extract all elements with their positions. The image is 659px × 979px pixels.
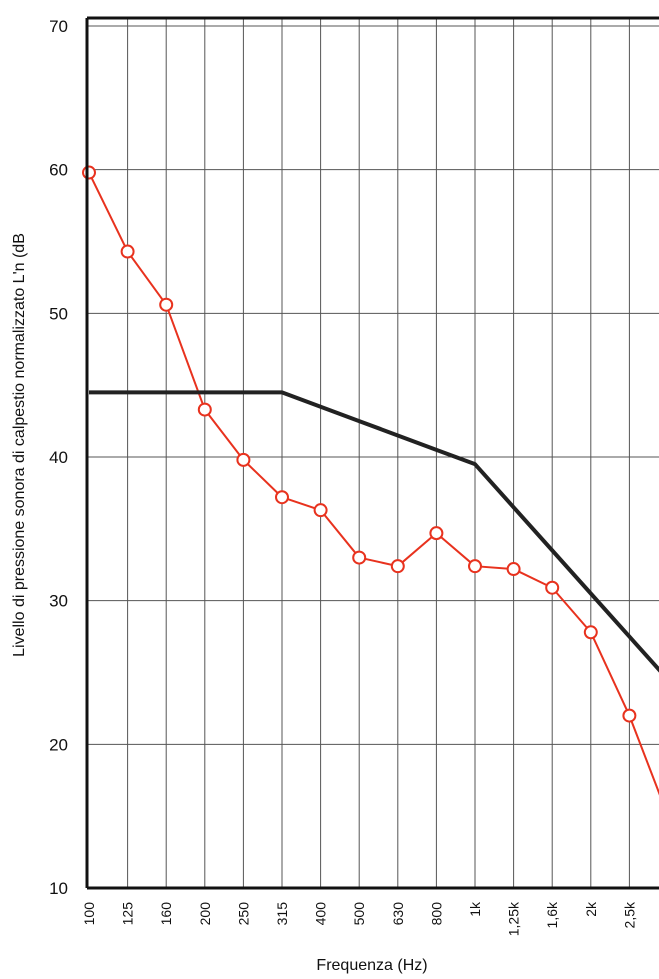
data-point: [622, 708, 637, 723]
data-point: [159, 297, 174, 312]
x-tick-label: 315: [274, 902, 290, 926]
x-tick-label: 1k: [467, 901, 483, 917]
x-tick-label: 1,25k: [506, 901, 522, 936]
data-point: [545, 580, 560, 595]
data-point: [82, 165, 96, 180]
y-tick-label: 40: [49, 448, 68, 467]
y-axis-title: Livello di pressione sonora di calpestio…: [11, 233, 28, 657]
x-tick-label: 630: [390, 902, 406, 926]
x-tick-label: 1,6k: [544, 901, 560, 928]
x-axis-title: Frequenza (Hz): [316, 957, 427, 974]
x-tick-label: 100: [81, 902, 97, 926]
x-axis-ticks: 100 125 160 200 250 315 400 500 630 800 1k 1,25k 1,6…: [81, 901, 637, 936]
x-tick-label: 800: [428, 902, 444, 926]
y-axis-ticks: 10 20 30 40 50 60 70: [49, 17, 68, 898]
x-tick-label: 400: [313, 902, 329, 926]
x-tick-label: 200: [197, 902, 213, 926]
x-tick-label: 125: [120, 902, 136, 926]
reference-curve-line: [89, 390, 659, 673]
data-point: [429, 526, 444, 541]
y-tick-label: 50: [49, 304, 68, 323]
grid: [87, 18, 659, 888]
measured-series-line: [88, 172, 659, 796]
data-point: [352, 550, 367, 565]
y-tick-label: 20: [49, 735, 68, 754]
data-point: [236, 452, 251, 467]
y-tick-label: 10: [49, 879, 68, 898]
plot-frame: [85, 16, 659, 890]
x-tick-label: 500: [351, 902, 367, 926]
data-point: [390, 559, 405, 574]
data-point: [583, 625, 598, 640]
data-point: [275, 490, 289, 505]
data-point: [313, 503, 328, 518]
y-tick-label: 60: [49, 161, 68, 180]
data-point: [197, 402, 212, 417]
data-point: [468, 559, 482, 574]
x-tick-label: 160: [158, 902, 174, 926]
data-point: [120, 244, 135, 259]
y-tick-label: 70: [49, 17, 68, 36]
x-tick-label: 2k: [583, 901, 599, 917]
series-layer: [82, 165, 659, 796]
y-tick-label: 30: [49, 592, 68, 611]
x-tick-label: 2,5k: [621, 901, 637, 928]
data-point: [506, 562, 521, 577]
x-tick-label: 250: [235, 902, 251, 926]
